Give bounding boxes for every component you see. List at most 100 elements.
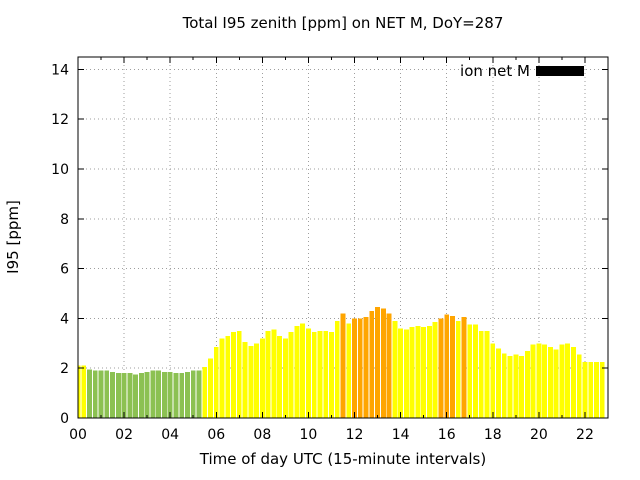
bar — [473, 324, 478, 418]
y-tick-label: 0 — [60, 411, 69, 427]
bar — [190, 370, 196, 418]
bar — [599, 361, 605, 418]
bar — [559, 344, 565, 418]
y-axis-label: I95 [ppm] — [4, 200, 22, 274]
chart-title: Total I95 zenith [ppm] on NET M, DoY=287 — [182, 14, 504, 32]
bars — [78, 307, 605, 418]
bar — [156, 370, 162, 418]
y-tick-label: 6 — [60, 262, 69, 278]
bar — [576, 354, 582, 418]
bar — [202, 366, 208, 418]
bar — [282, 338, 288, 418]
bar — [150, 370, 156, 418]
bar — [513, 354, 519, 418]
bar — [294, 325, 300, 418]
bar — [455, 320, 461, 418]
bar — [248, 345, 254, 418]
bar — [398, 328, 404, 418]
bar — [421, 327, 427, 418]
bar — [254, 343, 260, 418]
bar — [542, 344, 548, 418]
bar — [507, 355, 513, 418]
bar — [259, 338, 265, 418]
x-tick-label: 00 — [69, 427, 87, 443]
bar — [403, 329, 409, 418]
x-tick-label: 08 — [253, 427, 271, 443]
bar — [138, 373, 144, 418]
bar — [133, 374, 139, 418]
bar — [208, 358, 213, 418]
bar — [265, 330, 271, 418]
bar — [231, 332, 236, 418]
axis-ticks — [77, 57, 609, 419]
bar — [380, 308, 386, 418]
bar — [144, 371, 150, 418]
bar — [415, 325, 421, 418]
bar — [461, 317, 467, 418]
y-tick-label: 14 — [51, 62, 69, 78]
bar — [185, 371, 190, 418]
bar — [334, 320, 340, 418]
bar — [588, 361, 594, 418]
bar — [121, 373, 127, 418]
x-tick-label: 20 — [530, 427, 548, 443]
bar — [444, 314, 450, 418]
x-tick-label: 04 — [161, 427, 179, 443]
bar — [78, 365, 81, 418]
bar — [346, 323, 352, 418]
y-tick-label: 8 — [60, 212, 69, 228]
bar — [300, 323, 306, 418]
bar — [98, 370, 104, 418]
x-tick-label: 18 — [484, 427, 502, 443]
bar — [236, 330, 242, 418]
bar — [340, 313, 346, 418]
x-tick-label: 16 — [438, 427, 456, 443]
bar — [490, 343, 496, 418]
bar — [323, 330, 329, 418]
bar — [582, 361, 588, 418]
bar — [450, 315, 455, 418]
bar — [565, 343, 571, 418]
bar — [92, 370, 98, 418]
bar — [392, 320, 398, 418]
bar — [179, 373, 185, 418]
bar — [161, 371, 167, 418]
bar — [484, 330, 490, 418]
bar — [409, 327, 415, 418]
bar — [87, 369, 92, 418]
bar — [306, 328, 311, 418]
bar — [530, 344, 536, 418]
bar — [196, 370, 202, 418]
legend: ion net M — [460, 62, 584, 80]
bar — [115, 373, 121, 418]
bar — [553, 349, 559, 418]
bar — [110, 371, 115, 418]
bar — [329, 332, 334, 418]
x-tick-label: 22 — [576, 427, 594, 443]
bar — [352, 318, 357, 418]
bar — [369, 310, 375, 418]
bar — [219, 338, 225, 418]
bar — [467, 324, 473, 418]
y-tick-label: 12 — [51, 112, 69, 128]
bar — [127, 373, 133, 418]
plot-border — [77, 56, 609, 419]
bar — [536, 343, 542, 418]
bar — [288, 332, 294, 418]
bar — [524, 350, 530, 418]
x-tick-label: 06 — [207, 427, 225, 443]
bar — [317, 330, 323, 418]
bar — [501, 353, 507, 418]
bar — [386, 313, 392, 418]
x-tick-label: 10 — [300, 427, 318, 443]
bar — [173, 373, 179, 418]
legend-label: ion net M — [460, 62, 530, 80]
bar — [213, 347, 219, 418]
x-tick-label: 02 — [115, 427, 133, 443]
bar — [311, 332, 317, 418]
bar — [81, 365, 87, 418]
bar — [478, 330, 484, 418]
